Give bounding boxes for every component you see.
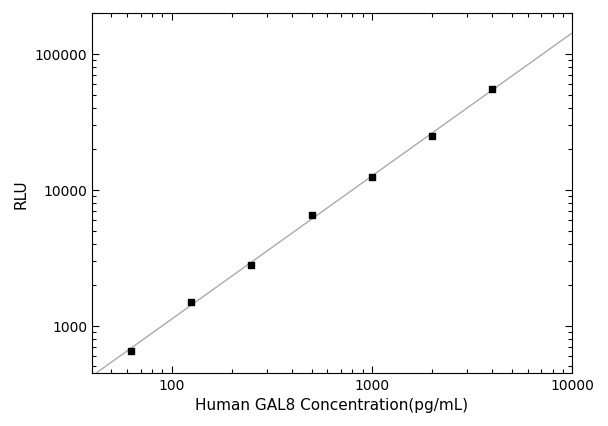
Y-axis label: RLU: RLU bbox=[14, 178, 29, 208]
Point bbox=[246, 262, 256, 268]
X-axis label: Human GAL8 Concentration(pg/mL): Human GAL8 Concentration(pg/mL) bbox=[196, 397, 469, 412]
Point bbox=[367, 174, 377, 181]
Point bbox=[186, 299, 196, 305]
Point bbox=[427, 133, 437, 140]
Point bbox=[126, 348, 136, 354]
Point bbox=[307, 212, 317, 219]
Point bbox=[488, 86, 497, 93]
